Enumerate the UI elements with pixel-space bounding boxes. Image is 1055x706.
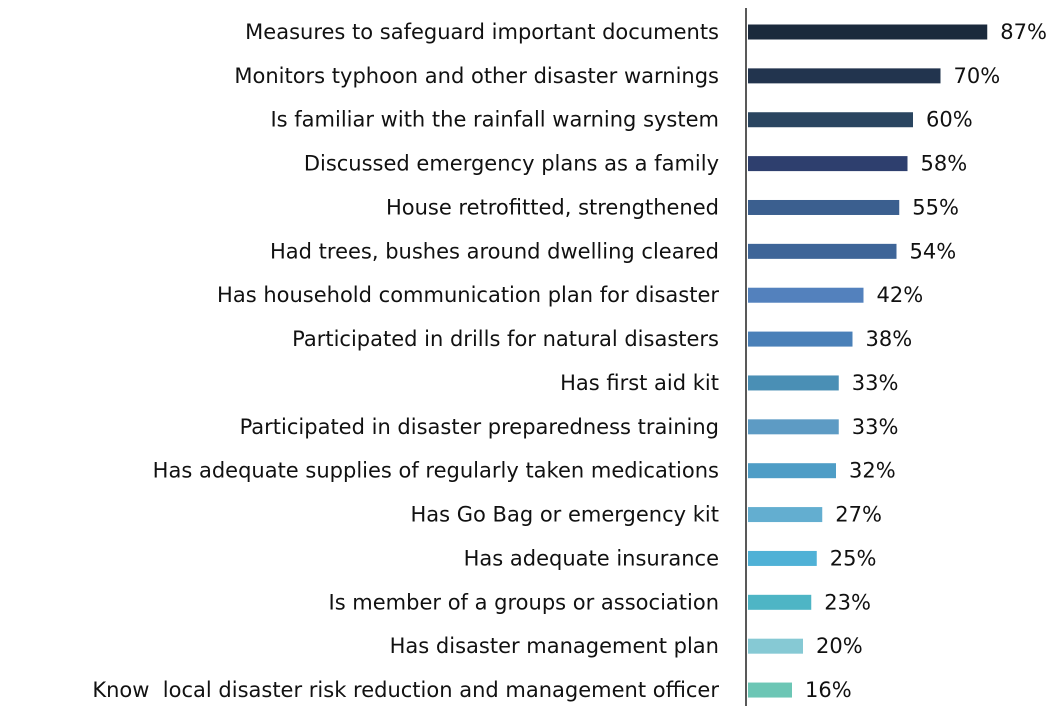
category-label: Has adequate supplies of regularly taken… [153,459,719,483]
category-label: Participated in drills for natural disas… [292,327,719,351]
bar [748,112,913,128]
bar [748,156,908,172]
value-label: 87% [1000,20,1047,44]
category-label: Has disaster management plan [390,634,719,658]
category-label: Know local disaster risk reduction and m… [92,678,719,702]
value-label: 54% [910,239,957,263]
category-label: Measures to safeguard important document… [245,20,719,44]
category-label: Discussed emergency plans as a family [304,152,719,176]
category-label: Had trees, bushes around dwelling cleare… [270,239,719,263]
bar [748,243,897,259]
value-label: 25% [830,546,877,570]
value-label: 23% [824,590,871,614]
category-label: Is familiar with the rainfall warning sy… [270,108,719,132]
value-label: 33% [852,371,899,395]
bar [748,507,823,523]
category-label: Monitors typhoon and other disaster warn… [234,64,719,88]
bar [748,682,792,698]
value-label: 16% [805,678,852,702]
value-label: 70% [954,64,1001,88]
bar [748,550,817,566]
value-label: 42% [877,283,924,307]
value-label: 20% [816,634,863,658]
bar [748,287,864,303]
category-label: House retrofitted, strengthened [386,195,719,219]
bar [748,375,839,391]
value-label: 58% [921,152,968,176]
category-label: Is member of a groups or association [329,590,720,614]
category-label: Has first aid kit [560,371,719,395]
bar [748,638,803,654]
bar [748,331,853,347]
bar [748,594,812,610]
value-label: 55% [912,195,959,219]
bar [748,68,941,84]
value-label: 27% [835,503,882,527]
bar [748,24,988,40]
category-label: Has Go Bag or emergency kit [410,503,719,527]
bar [748,463,836,479]
value-label: 38% [866,327,913,351]
value-label: 32% [849,459,896,483]
bar [748,419,839,435]
value-label: 60% [926,108,973,132]
category-label: Participated in disaster preparedness tr… [240,415,719,439]
category-label: Has household communication plan for dis… [217,283,719,307]
bar [748,199,900,215]
value-label: 33% [852,415,899,439]
category-label: Has adequate insurance [464,546,719,570]
